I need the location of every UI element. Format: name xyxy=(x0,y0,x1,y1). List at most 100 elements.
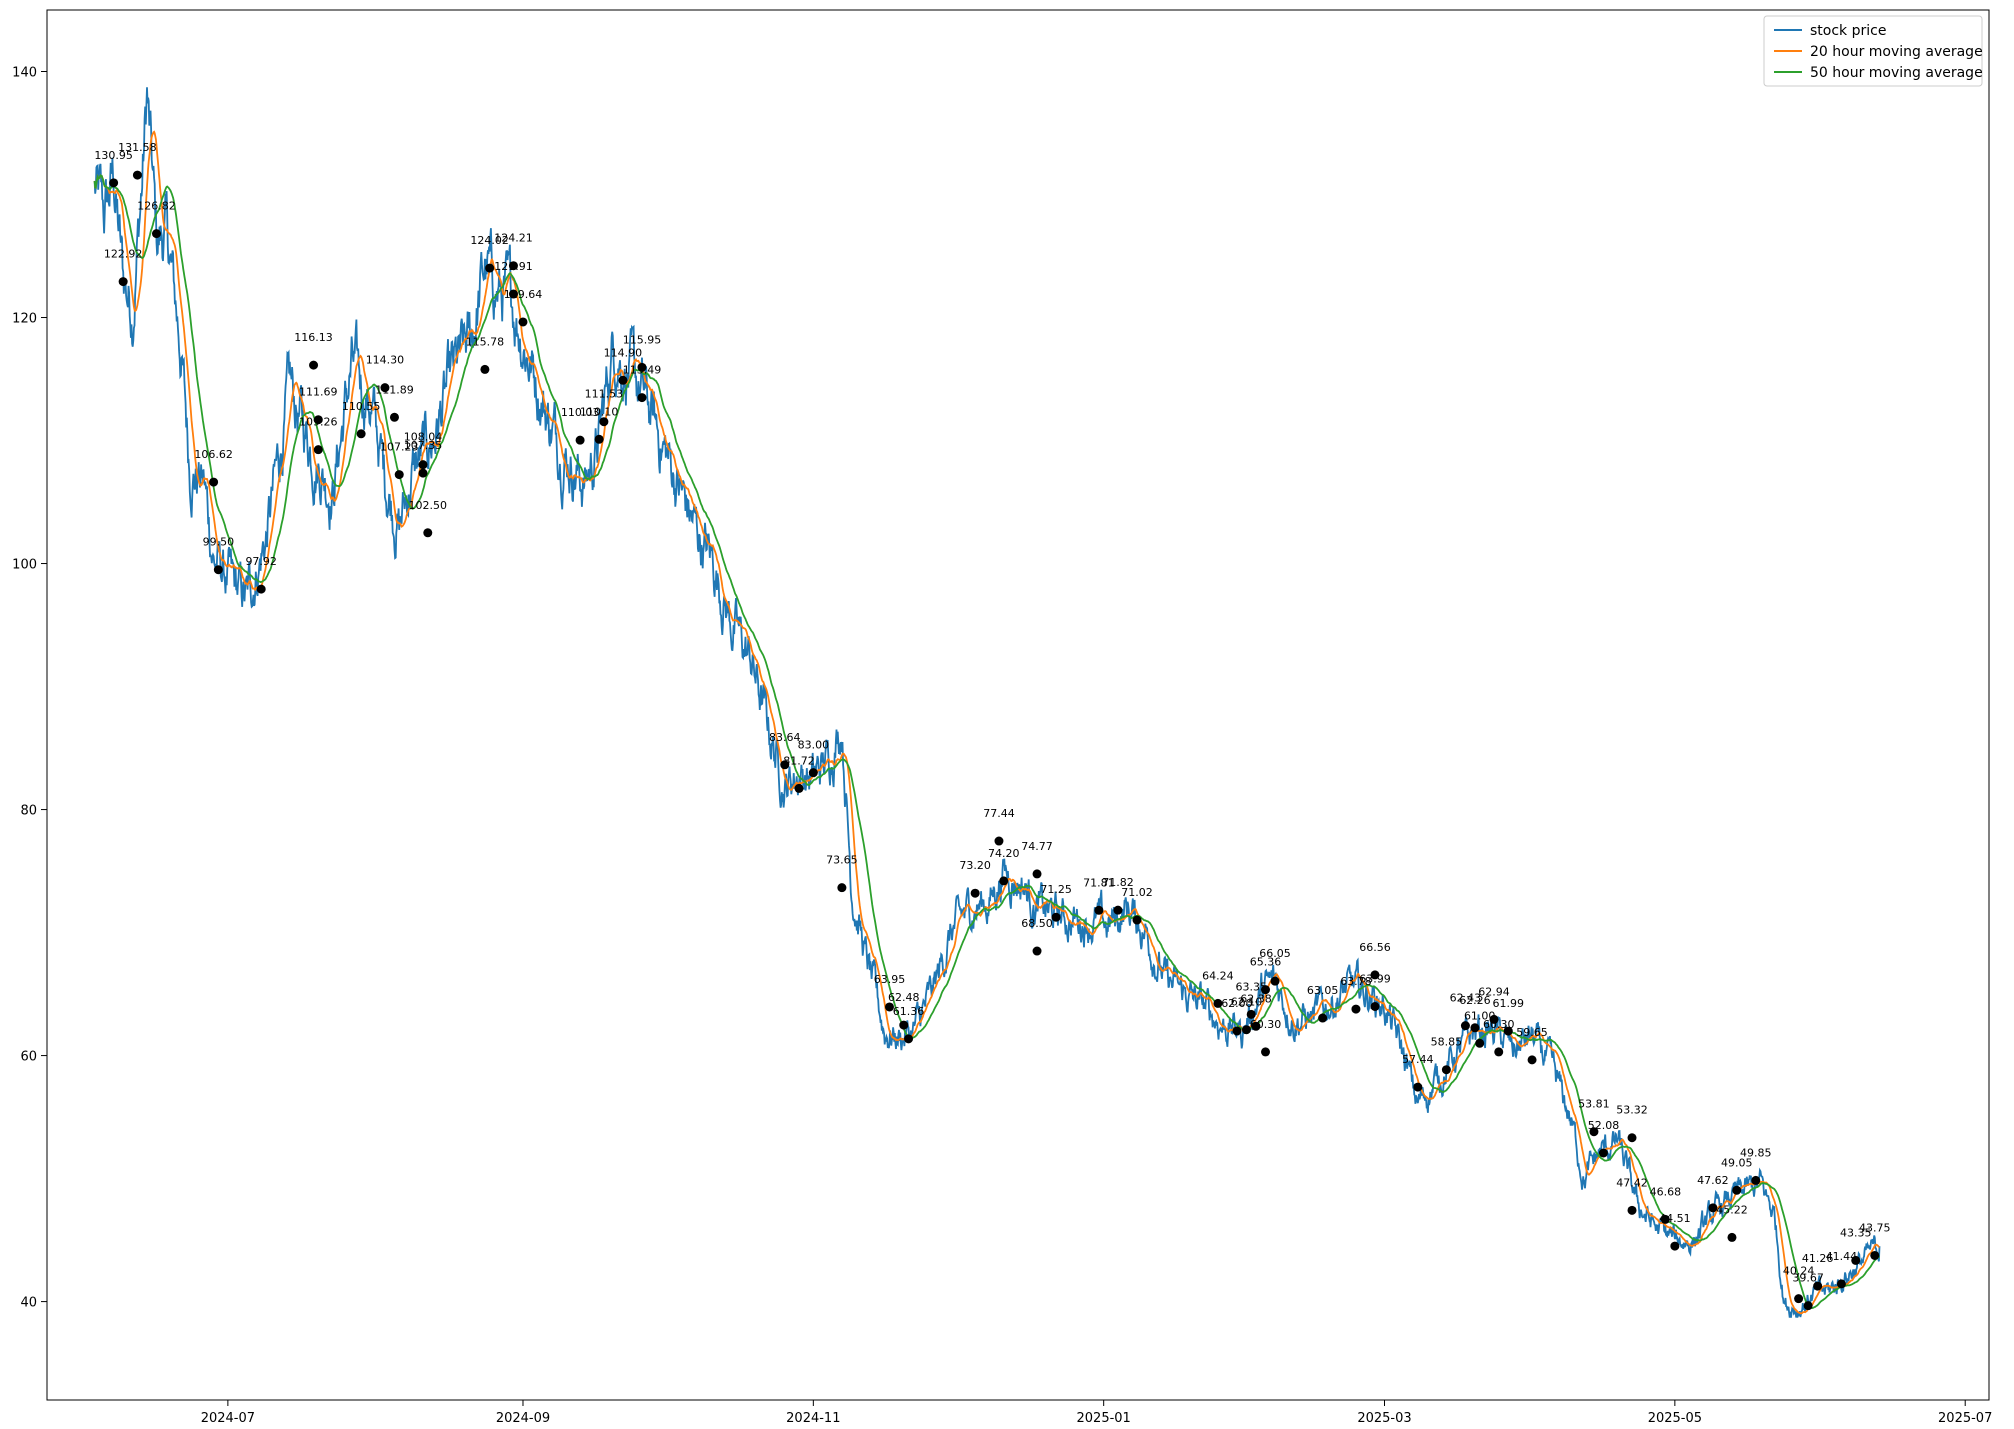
annotation-label: 60.30 xyxy=(1483,1018,1515,1031)
annotation-marker xyxy=(418,468,428,478)
annotation-label: 107.35 xyxy=(404,439,443,452)
annotation-marker xyxy=(794,783,804,793)
annotation-label: 44.51 xyxy=(1659,1212,1691,1225)
y-tick-label: 60 xyxy=(20,1050,37,1065)
annotation-marker xyxy=(575,435,585,445)
legend: stock price 20 hour moving average 50 hour… xyxy=(1763,15,1983,87)
annotation-label: 71.25 xyxy=(1040,883,1072,896)
x-tick-label: 2025-07 xyxy=(1938,1411,1992,1426)
annotation-marker xyxy=(1870,1250,1880,1260)
annotation-marker xyxy=(1261,985,1271,995)
annotation-marker xyxy=(423,528,433,538)
annotation-label: 73.65 xyxy=(826,854,858,867)
annotation-marker xyxy=(1032,869,1042,879)
annotation-label: 61.36 xyxy=(893,1005,925,1018)
annotation-label: 43.75 xyxy=(1859,1221,1891,1234)
annotation-marker xyxy=(1627,1205,1637,1215)
series-line-stock-price xyxy=(93,87,1881,1318)
annotation-marker xyxy=(1470,1023,1480,1033)
annotation-label: 62.38 xyxy=(1240,992,1272,1005)
annotation-marker xyxy=(1794,1294,1804,1304)
annotation-label: 53.32 xyxy=(1616,1104,1648,1117)
annotation-marker xyxy=(1589,1127,1599,1137)
annotation-label: 73.20 xyxy=(959,859,991,872)
annotation-label: 71.81 xyxy=(1083,876,1115,889)
annotation-label: 124.02 xyxy=(470,234,509,247)
annotation-marker xyxy=(1503,1026,1513,1036)
annotation-marker xyxy=(1813,1281,1823,1291)
annotation-marker xyxy=(994,836,1004,846)
annotation-label: 111.69 xyxy=(299,386,338,399)
annotation-marker xyxy=(884,1002,894,1012)
annotation-label: 62.00 xyxy=(1221,997,1253,1010)
annotation-labels: 130.95 122.92 131.58 126.82 106.62 99.50 97.92… xyxy=(94,141,1890,1285)
annotation-label: 111.89 xyxy=(375,383,414,396)
annotation-marker xyxy=(1213,998,1223,1008)
annotation-marker xyxy=(118,277,128,287)
annotation-marker xyxy=(508,261,518,271)
annotation-label: 64.24 xyxy=(1202,969,1234,982)
annotation-marker xyxy=(1413,1082,1423,1092)
y-tick-label: 100 xyxy=(12,558,37,573)
annotation-marker xyxy=(1627,1133,1637,1143)
annotation-label: 108.04 xyxy=(404,431,443,444)
legend-box xyxy=(1763,15,1983,87)
series-line-20-hour-ma xyxy=(93,130,1880,1315)
annotation-label: 71.82 xyxy=(1102,876,1134,889)
annotation-label: 52.08 xyxy=(1588,1119,1620,1132)
annotation-marker xyxy=(1094,905,1104,915)
annotation-marker xyxy=(1727,1232,1737,1242)
annotation-label: 102.50 xyxy=(409,499,448,512)
annotation-label: 114.30 xyxy=(366,354,405,367)
annotation-marker xyxy=(1370,1001,1380,1011)
annotation-marker xyxy=(508,289,518,299)
annotation-marker xyxy=(1598,1148,1608,1158)
annotation-marker xyxy=(309,360,319,370)
annotation-label: 63.95 xyxy=(874,973,906,986)
plot-area-frame xyxy=(46,9,1990,1401)
annotation-label: 53.81 xyxy=(1578,1098,1610,1111)
annotation-label: 63.35 xyxy=(1235,980,1267,993)
annotation-marker xyxy=(1113,905,1123,915)
annotation-marker xyxy=(1132,915,1142,925)
annotation-marker xyxy=(837,883,847,893)
annotation-marker xyxy=(637,362,647,372)
annotation-marker xyxy=(394,470,404,480)
annotation-marker xyxy=(1660,1214,1670,1224)
annotation-marker xyxy=(637,393,647,403)
annotation-marker xyxy=(1803,1301,1813,1311)
y-tick-label: 140 xyxy=(12,66,37,81)
annotation-label: 110.55 xyxy=(342,400,381,413)
x-tick-label: 2025-05 xyxy=(1648,1411,1702,1426)
annotation-marker xyxy=(418,460,428,470)
annotation-label: 109.26 xyxy=(299,416,338,429)
legend-entry: 20 hour moving average xyxy=(1810,44,1983,60)
annotation-label: 59.65 xyxy=(1516,1026,1548,1039)
annotation-label: 111.53 xyxy=(585,388,624,401)
annotation-label: 68.50 xyxy=(1021,917,1053,930)
series-lines xyxy=(93,87,1881,1318)
x-tick-label: 2025-01 xyxy=(1077,1411,1131,1426)
annotation-label: 62.48 xyxy=(888,991,920,1004)
annotation-label: 63.78 xyxy=(1340,975,1372,988)
annotation-marker xyxy=(599,417,609,427)
annotation-marker xyxy=(1708,1203,1718,1213)
y-tick-label: 120 xyxy=(12,312,37,327)
annotation-marker xyxy=(313,445,323,455)
annotation-marker xyxy=(1270,976,1280,986)
annotation-marker xyxy=(1836,1279,1846,1289)
annotation-label: 106.62 xyxy=(194,448,233,461)
annotation-marker xyxy=(1489,1014,1499,1024)
annotation-marker xyxy=(1751,1175,1761,1185)
annotation-label: 115.95 xyxy=(623,333,662,346)
annotation-marker xyxy=(256,584,266,594)
annotation-marker xyxy=(213,565,223,575)
x-tick-label: 2024-11 xyxy=(786,1411,840,1426)
annotation-marker xyxy=(109,178,119,188)
annotation-label: 74.77 xyxy=(1021,840,1053,853)
annotation-marker xyxy=(1441,1065,1451,1075)
annotation-label: 126.82 xyxy=(137,200,176,213)
annotation-marker xyxy=(808,768,818,778)
annotation-marker xyxy=(970,888,980,898)
